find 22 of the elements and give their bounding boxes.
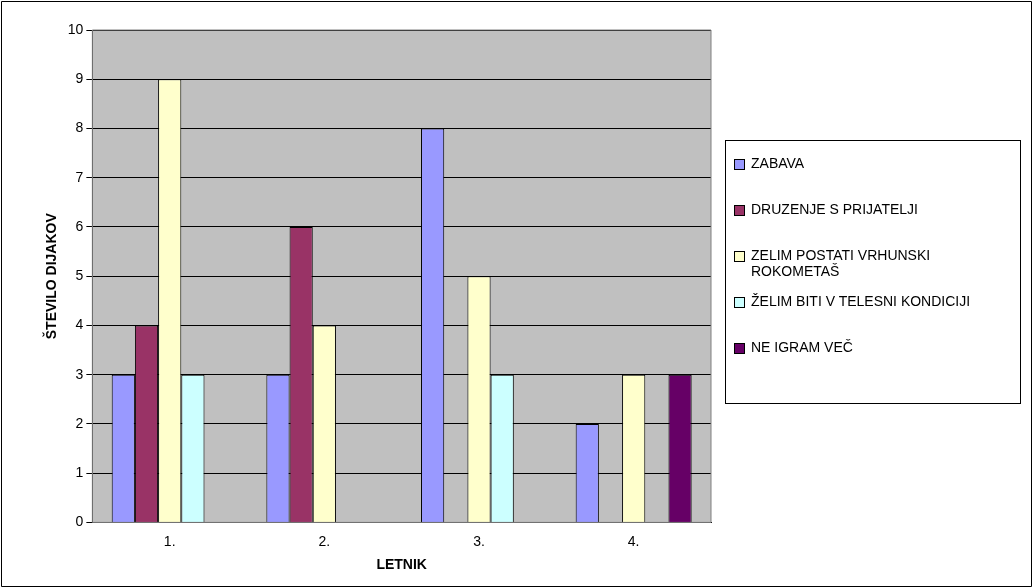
legend-label: DRUZENJE S PRIJATELJI [751, 201, 919, 217]
y-tick-label: 8 [75, 119, 84, 136]
y-tick-label: 9 [75, 70, 84, 87]
legend-label: NE IGRAM VEČ [751, 339, 854, 355]
legend-label: ZELIM POSTATI VRHUNSKI ROKOMETAŠ [751, 247, 932, 279]
x-tick-label: 2. [318, 532, 331, 549]
x-tick-label: 3. [473, 532, 485, 549]
legend-label: ŽELIM BITI V TELESNI KONDICIJI [751, 293, 972, 309]
x-tick-label: 1. [163, 532, 176, 549]
y-tick-label: 0 [75, 513, 84, 530]
y-tick-label: 5 [75, 267, 84, 284]
x-axis-title: LETNIK [376, 556, 427, 573]
y-tick-label: 6 [75, 217, 84, 234]
y-tick-label: 3 [75, 365, 84, 382]
legend-label: ZABAVA [751, 155, 806, 171]
y-tick-label: 2 [75, 414, 84, 431]
y-tick-label: 7 [75, 168, 84, 185]
y-axis-title: ŠTEVILO DIJAKOV [42, 212, 60, 340]
y-tick-label: 10 [67, 20, 84, 37]
x-tick-label: 4. [627, 532, 640, 549]
y-tick-label: 4 [75, 316, 84, 333]
y-tick-label: 1 [75, 464, 84, 481]
